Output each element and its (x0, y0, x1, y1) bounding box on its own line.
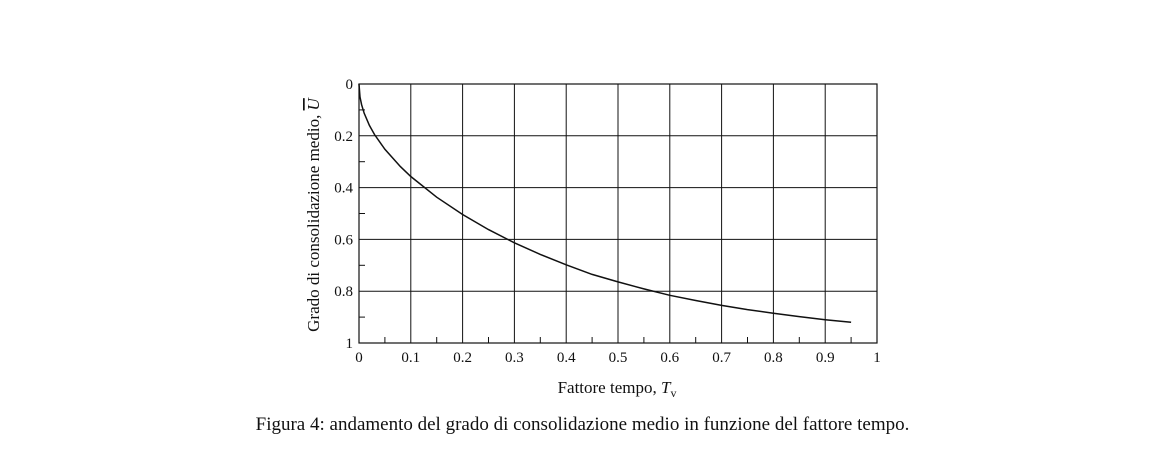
plot-frame (358, 83, 878, 344)
x-tick-label-5: 0.5 (609, 350, 628, 366)
y-tick-label-1: 0.2 (334, 129, 353, 145)
series-line-consolidation (358, 83, 852, 324)
x-tick-label-1: 0.1 (401, 350, 420, 366)
grid-lines (358, 83, 878, 344)
x-tick-label-0: 0 (355, 350, 363, 366)
x-tick-label-10: 1 (873, 350, 881, 366)
x-tick-label-6: 0.6 (660, 350, 679, 366)
y-tick-label-0: 0 (346, 77, 354, 93)
consolidation-chart: 0 0.1 0.2 0.3 0.4 0.5 0.6 0.7 0.8 0.9 1 0 0.2 0.4 0.6… (304, 77, 881, 400)
y-tick-label-3: 0.6 (334, 232, 353, 248)
x-tick-label-2: 0.2 (453, 350, 472, 366)
y-tick-label-5: 1 (346, 336, 354, 352)
minor-ticks (359, 109, 852, 343)
y-axis-title-group: Grado di consolidazione medio, U (304, 96, 323, 331)
x-tick-labels: 0 0.1 0.2 0.3 0.4 0.5 0.6 0.7 0.8 0.9 1 (355, 350, 881, 366)
y-tick-label-2: 0.4 (334, 181, 353, 197)
x-axis-title: Fattore tempo, Tv (558, 378, 677, 400)
x-tick-label-3: 0.3 (505, 350, 524, 366)
y-tick-labels: 0 0.2 0.4 0.6 0.8 1 (334, 77, 353, 352)
y-axis-title: Grado di consolidazione medio, U (304, 96, 323, 331)
x-tick-label-8: 0.8 (764, 350, 783, 366)
x-tick-label-4: 0.4 (557, 350, 576, 366)
y-tick-label-4: 0.8 (334, 284, 353, 300)
x-tick-label-9: 0.9 (816, 350, 835, 366)
figure-caption: Figura 4: andamento del grado di consoli… (255, 414, 910, 435)
x-tick-label-7: 0.7 (712, 350, 731, 366)
